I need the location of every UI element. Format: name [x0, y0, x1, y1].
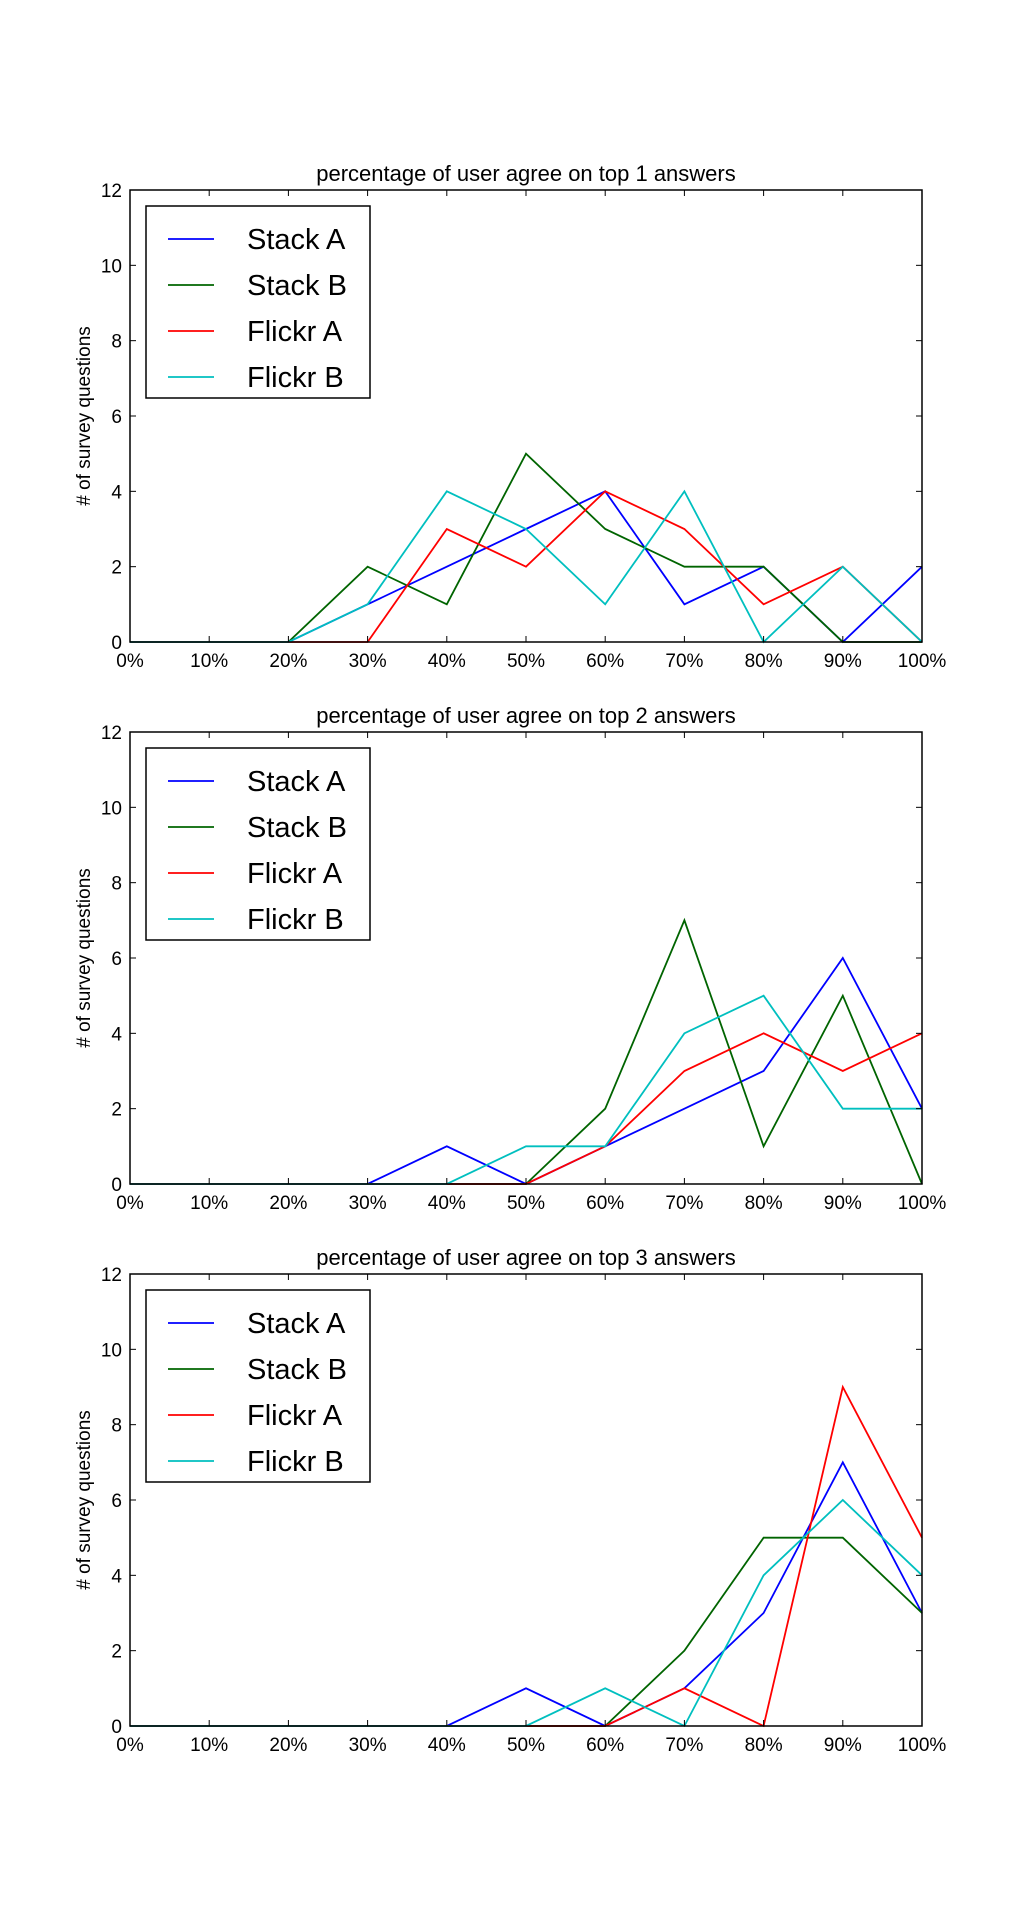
y-tick-label: 0 [111, 1717, 122, 1738]
x-tick-label: 60% [586, 1735, 624, 1756]
y-tick-label: 4 [111, 1566, 122, 1587]
series-line-stack-a [130, 1460, 923, 1727]
y-tick-label: 12 [101, 723, 122, 744]
legend-label-flickr-a: Flickr A [247, 1400, 343, 1432]
x-tick-label: 10% [190, 1735, 228, 1756]
x-tick-label: 100% [898, 651, 947, 672]
y-tick-label: 10 [101, 1340, 122, 1361]
legend-label-stack-b: Stack B [247, 812, 347, 844]
series-line-flickr-b [130, 1498, 923, 1728]
legend: Stack A Stack B Flickr A Flickr B [145, 1289, 371, 1483]
legend: Stack A Stack B Flickr A Flickr B [145, 747, 371, 941]
y-tick-label: 6 [111, 949, 122, 970]
x-tick-label: 70% [665, 651, 703, 672]
x-tick-label: 90% [824, 1735, 862, 1756]
y-tick-label: 4 [111, 482, 122, 503]
legend-label-stack-a: Stack A [247, 224, 346, 256]
legend-label-flickr-b: Flickr B [247, 1446, 344, 1478]
y-tick-label: 8 [111, 1416, 122, 1437]
chart-panel-3: percentage of user agree on top 3 answer… [74, 1245, 946, 1756]
y-tick-label: 8 [111, 332, 122, 353]
y-tick-label: 12 [101, 181, 122, 202]
x-tick-label: 30% [349, 1735, 387, 1756]
x-tick-label: 20% [269, 1735, 307, 1756]
series-line-flickr-b [130, 994, 922, 1185]
series-line-stack-b [130, 452, 922, 643]
x-tick-label: 60% [586, 1193, 624, 1214]
x-tick-label: 50% [507, 1193, 545, 1214]
legend-box [145, 205, 371, 399]
y-tick-label: 6 [111, 407, 122, 428]
x-tick-label: 20% [269, 1193, 307, 1214]
series-line-stack-b [130, 1536, 923, 1727]
legend-box [145, 1289, 371, 1483]
chart-title: percentage of user agree on top 1 answer… [316, 161, 736, 186]
chart-title: percentage of user agree on top 3 answer… [316, 1245, 736, 1270]
x-tick-label: 90% [824, 1193, 862, 1214]
legend: Stack A Stack B Flickr A Flickr B [145, 205, 371, 399]
y-tick-label: 2 [111, 558, 122, 579]
y-tick-label: 2 [111, 1642, 122, 1663]
x-tick-label: 70% [665, 1193, 703, 1214]
x-tick-label: 80% [745, 651, 783, 672]
x-tick-label: 0% [116, 1735, 144, 1756]
x-tick-label: 0% [116, 651, 144, 672]
x-tick-label: 70% [665, 1735, 703, 1756]
series-line-flickr-a [130, 1032, 923, 1185]
legend-label-stack-b: Stack B [247, 1354, 347, 1386]
legend-label-stack-a: Stack A [247, 766, 346, 798]
x-tick-label: 30% [349, 651, 387, 672]
x-tick-label: 60% [586, 651, 624, 672]
legend-label-stack-b: Stack B [247, 270, 347, 302]
series-line-flickr-a [130, 490, 923, 643]
x-tick-label: 100% [898, 1735, 947, 1756]
legend-box [145, 747, 371, 941]
y-axis-label: # of survey questions [74, 868, 95, 1048]
x-tick-label: 40% [428, 1735, 466, 1756]
legend-label-flickr-a: Flickr A [247, 316, 343, 348]
y-axis-label: # of survey questions [74, 326, 95, 506]
chart-panel-2: percentage of user agree on top 2 answer… [74, 703, 946, 1214]
y-tick-label: 0 [111, 633, 122, 654]
y-tick-label: 8 [111, 874, 122, 895]
x-tick-label: 20% [269, 651, 307, 672]
x-tick-label: 30% [349, 1193, 387, 1214]
x-tick-label: 100% [898, 1193, 947, 1214]
y-tick-label: 10 [101, 256, 122, 277]
x-tick-label: 0% [116, 1193, 144, 1214]
y-tick-label: 0 [111, 1175, 122, 1196]
legend-label-stack-a: Stack A [247, 1308, 346, 1340]
legend-label-flickr-b: Flickr B [247, 904, 344, 936]
x-tick-label: 40% [428, 1193, 466, 1214]
y-tick-label: 2 [111, 1100, 122, 1121]
y-axis-label: # of survey questions [74, 1410, 95, 1590]
x-tick-label: 90% [824, 651, 862, 672]
legend-label-flickr-a: Flickr A [247, 858, 343, 890]
y-tick-label: 10 [101, 798, 122, 819]
x-tick-label: 80% [745, 1193, 783, 1214]
chart-title: percentage of user agree on top 2 answer… [316, 703, 736, 728]
x-tick-label: 50% [507, 651, 545, 672]
y-tick-label: 12 [101, 1265, 122, 1286]
y-tick-label: 4 [111, 1024, 122, 1045]
x-tick-label: 10% [190, 1193, 228, 1214]
x-tick-label: 40% [428, 651, 466, 672]
x-tick-label: 10% [190, 651, 228, 672]
chart-panel-1: percentage of user agree on top 1 answer… [74, 161, 946, 672]
y-tick-label: 6 [111, 1491, 122, 1512]
x-tick-label: 80% [745, 1735, 783, 1756]
legend-label-flickr-b: Flickr B [247, 362, 344, 394]
x-tick-label: 50% [507, 1735, 545, 1756]
